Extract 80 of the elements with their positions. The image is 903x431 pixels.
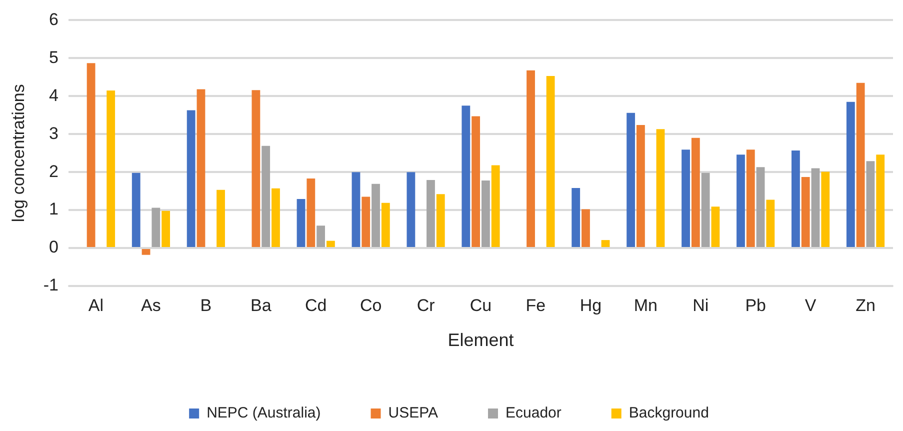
bar: [326, 240, 335, 248]
bar: [406, 172, 416, 248]
bar: [132, 172, 140, 248]
x-tick-label: Fe: [526, 296, 546, 315]
bar: [296, 199, 306, 248]
y-tick-label: -1: [43, 276, 59, 295]
bar: [546, 76, 555, 248]
legend-label: NEPC (Australia): [206, 404, 321, 422]
bar: [582, 209, 590, 248]
x-tick-label: Zn: [856, 296, 876, 315]
bar: [746, 150, 755, 248]
x-tick-label: V: [804, 296, 817, 315]
bar: [316, 226, 326, 248]
bar: [866, 161, 875, 248]
bar: [352, 172, 360, 248]
x-tick-label: Cu: [470, 296, 492, 315]
bar: [801, 177, 810, 248]
bar: [601, 240, 610, 248]
legend-label: USEPA: [388, 404, 438, 422]
bar: [142, 249, 150, 255]
x-tick-label: As: [141, 296, 161, 315]
x-tick-label: B: [200, 296, 212, 315]
bar: [306, 178, 316, 248]
x-tick-label: Cr: [416, 296, 436, 315]
legend-label: Ecuador: [506, 404, 562, 422]
bar: [436, 194, 445, 248]
x-tick-label: Al: [88, 296, 104, 315]
bar: [736, 154, 745, 248]
bar: [372, 184, 380, 248]
bar: [821, 172, 830, 248]
bar: [186, 110, 196, 248]
bar: [196, 89, 206, 248]
y-tick-label: 0: [49, 238, 59, 257]
bar: [856, 82, 865, 248]
bar: [682, 150, 690, 248]
bar: [216, 190, 225, 248]
bar: [846, 102, 855, 248]
bar: [272, 188, 280, 248]
x-tick-label: Pb: [745, 296, 766, 315]
x-tick-label: Co: [360, 296, 382, 315]
x-tick-label: Mn: [634, 296, 658, 315]
bar: [572, 188, 580, 248]
bar: [472, 116, 480, 248]
bar: [766, 200, 775, 248]
bar: [691, 138, 700, 248]
bar: [252, 90, 260, 248]
bar: [262, 146, 270, 248]
y-tick-label: 2: [49, 162, 59, 181]
y-tick-label: 1: [49, 200, 59, 219]
y-axis-title: log concentrations: [8, 84, 28, 222]
bar: [152, 208, 160, 248]
bar: [711, 206, 720, 248]
bar: [526, 70, 535, 248]
y-tick-label: 6: [49, 10, 59, 29]
bar: [701, 172, 710, 248]
bar: [162, 210, 170, 248]
y-tick-label: 3: [49, 124, 59, 143]
bar: [381, 202, 390, 248]
legend-label: Background: [628, 404, 709, 422]
bar: [462, 106, 470, 248]
x-tick-label: Cd: [304, 296, 327, 315]
bar: [426, 180, 435, 248]
x-tick-label: Ni: [692, 296, 709, 315]
x-axis-title: Element: [448, 330, 514, 350]
bar: [656, 129, 665, 248]
bar: [811, 168, 820, 248]
bar: [792, 150, 800, 248]
x-tick-label: Hg: [580, 296, 602, 315]
y-tick-label: 4: [49, 86, 59, 105]
y-tick-label: 5: [49, 48, 59, 67]
x-tick-label: Ba: [250, 296, 272, 315]
bar: [876, 154, 885, 248]
bar: [482, 180, 490, 248]
bar: [636, 125, 645, 248]
bar: [86, 63, 96, 248]
bar: [756, 167, 765, 248]
bar: [491, 165, 500, 248]
bar: [362, 196, 370, 248]
bar: [106, 90, 116, 248]
bar: [626, 112, 636, 248]
